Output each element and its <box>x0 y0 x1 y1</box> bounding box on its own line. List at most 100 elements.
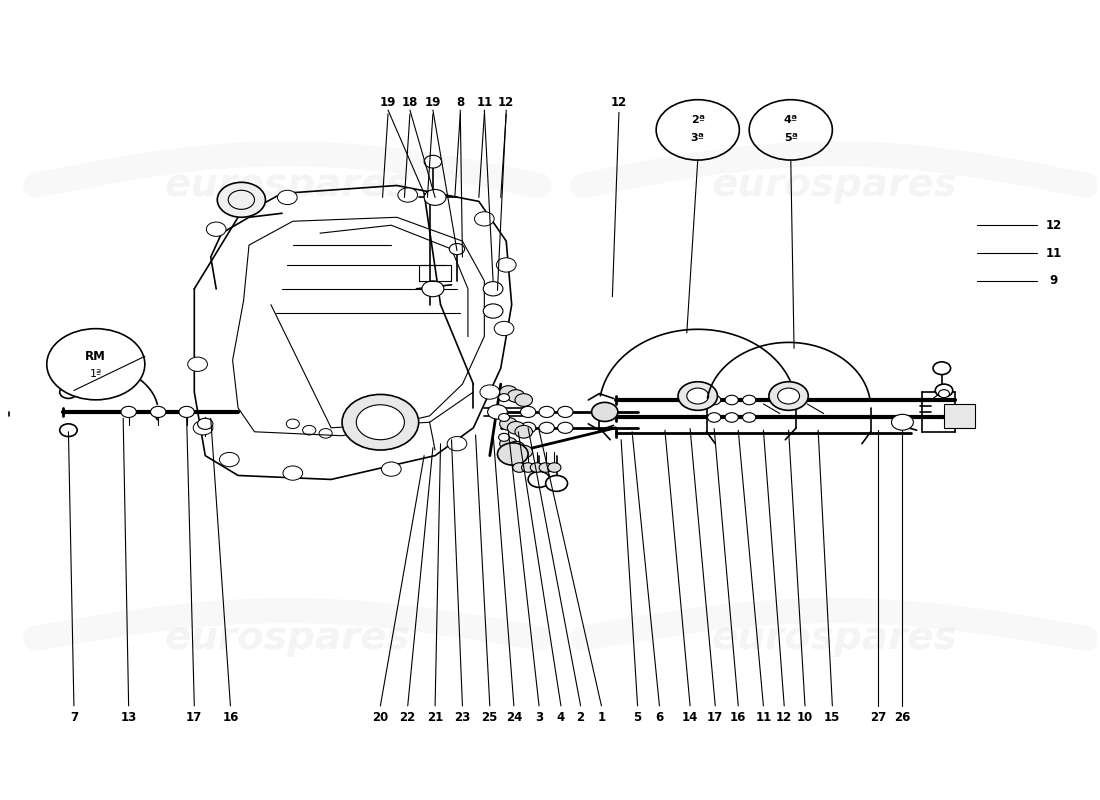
Circle shape <box>938 390 949 398</box>
Text: 11: 11 <box>1045 246 1062 259</box>
Text: 12: 12 <box>777 711 792 724</box>
Circle shape <box>220 453 239 466</box>
Circle shape <box>382 462 402 476</box>
Circle shape <box>47 329 145 400</box>
Circle shape <box>686 388 708 404</box>
Circle shape <box>707 413 721 422</box>
Circle shape <box>742 413 756 422</box>
Circle shape <box>530 462 543 472</box>
Circle shape <box>515 446 532 458</box>
Circle shape <box>494 322 514 336</box>
Text: 4: 4 <box>557 711 565 724</box>
Text: 12: 12 <box>498 95 515 109</box>
Circle shape <box>496 258 516 272</box>
Circle shape <box>499 386 517 398</box>
Circle shape <box>218 182 265 218</box>
Circle shape <box>515 426 532 438</box>
Text: 8: 8 <box>456 95 464 109</box>
Circle shape <box>507 390 525 402</box>
Circle shape <box>59 386 77 398</box>
Text: eurospares: eurospares <box>712 166 957 205</box>
Circle shape <box>188 357 208 371</box>
Circle shape <box>198 418 213 430</box>
Circle shape <box>483 304 503 318</box>
Text: 2ª: 2ª <box>691 115 705 126</box>
Text: 22: 22 <box>399 711 416 724</box>
Text: 6: 6 <box>656 711 663 724</box>
Text: 12: 12 <box>1045 218 1062 232</box>
Circle shape <box>207 222 226 236</box>
Text: 2: 2 <box>576 711 585 724</box>
Text: 18: 18 <box>402 95 418 109</box>
Circle shape <box>499 418 517 430</box>
Text: 20: 20 <box>372 711 388 724</box>
Circle shape <box>422 281 443 297</box>
Circle shape <box>151 406 166 418</box>
Text: 24: 24 <box>506 711 522 724</box>
Text: 10: 10 <box>796 711 813 724</box>
Text: 11: 11 <box>756 711 771 724</box>
Circle shape <box>707 395 721 405</box>
Text: eurospares: eurospares <box>712 619 957 658</box>
Circle shape <box>742 395 756 405</box>
Circle shape <box>528 471 550 487</box>
Text: 16: 16 <box>222 711 239 724</box>
Circle shape <box>935 384 953 397</box>
Circle shape <box>179 406 195 418</box>
Circle shape <box>497 443 528 465</box>
Circle shape <box>499 438 517 450</box>
Text: 9: 9 <box>1049 274 1057 287</box>
Circle shape <box>425 190 446 206</box>
Circle shape <box>483 282 503 296</box>
Circle shape <box>558 406 573 418</box>
Text: eurospares: eurospares <box>165 619 410 658</box>
Circle shape <box>513 462 526 472</box>
Circle shape <box>515 394 532 406</box>
Circle shape <box>539 406 554 418</box>
Circle shape <box>447 437 466 451</box>
Circle shape <box>558 422 573 434</box>
Bar <box>944 404 975 428</box>
Text: 19: 19 <box>379 95 396 109</box>
Circle shape <box>194 421 213 435</box>
Circle shape <box>769 382 808 410</box>
Circle shape <box>539 462 552 472</box>
Text: 23: 23 <box>454 711 471 724</box>
Circle shape <box>520 406 536 418</box>
Circle shape <box>546 475 568 491</box>
Text: 14: 14 <box>682 711 698 724</box>
Text: 25: 25 <box>482 711 498 724</box>
Circle shape <box>498 414 509 422</box>
Circle shape <box>342 394 419 450</box>
Text: 7: 7 <box>70 711 78 724</box>
Circle shape <box>539 422 554 434</box>
Circle shape <box>398 188 418 202</box>
Text: 17: 17 <box>186 711 202 724</box>
Text: 5: 5 <box>634 711 641 724</box>
Circle shape <box>678 382 717 410</box>
Text: RM: RM <box>86 350 107 363</box>
Circle shape <box>548 462 561 472</box>
Text: 11: 11 <box>476 95 493 109</box>
Circle shape <box>725 413 738 422</box>
Circle shape <box>521 462 535 472</box>
Text: 26: 26 <box>894 711 911 724</box>
Circle shape <box>933 362 950 374</box>
Text: 27: 27 <box>870 711 887 724</box>
Circle shape <box>498 434 509 442</box>
Text: 12: 12 <box>610 95 627 109</box>
Circle shape <box>507 422 525 434</box>
Text: 1ª: 1ª <box>90 369 102 378</box>
Text: 4ª: 4ª <box>783 115 798 126</box>
Text: eurospares: eurospares <box>165 166 410 205</box>
Circle shape <box>507 442 525 454</box>
Circle shape <box>474 212 494 226</box>
Text: 21: 21 <box>427 711 443 724</box>
Circle shape <box>425 155 441 168</box>
Circle shape <box>520 422 536 434</box>
Circle shape <box>592 402 618 422</box>
Circle shape <box>449 243 464 254</box>
Circle shape <box>498 394 509 402</box>
Circle shape <box>891 414 913 430</box>
Text: 3ª: 3ª <box>691 133 705 143</box>
